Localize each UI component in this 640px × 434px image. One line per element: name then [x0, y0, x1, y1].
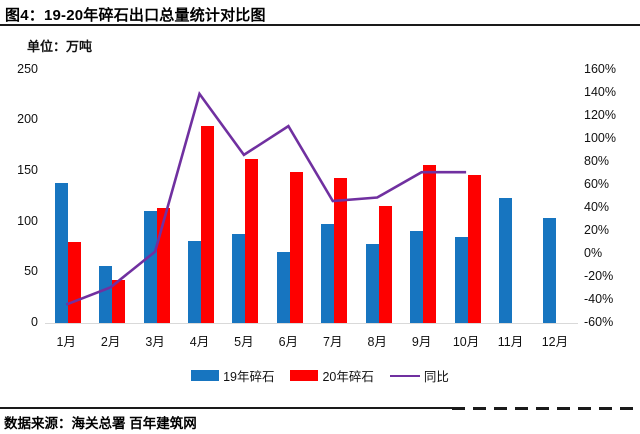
x-axis-label: 6月 [278, 335, 299, 349]
right-axis-tick: 80% [584, 153, 610, 168]
left-axis-tick: 100 [17, 213, 38, 228]
bar-2020 [423, 164, 437, 323]
x-axis-label: 10月 [452, 335, 480, 349]
legend-swatch-line [389, 374, 420, 377]
x-axis-label: 2月 [100, 335, 121, 349]
legend-label: 20年碎石 [322, 370, 374, 384]
legend-swatch-bar [290, 370, 319, 381]
bar-2019 [543, 217, 557, 323]
bar-2020 [289, 172, 303, 323]
bar-2019 [188, 240, 201, 323]
legend-item: 19年碎石 [191, 366, 274, 385]
x-axis-label: 11月 [497, 335, 524, 349]
right-axis-tick: 60% [584, 176, 610, 191]
legend-item: 20年碎石 [290, 366, 374, 385]
right-axis-tick: -20% [584, 268, 614, 283]
bar-2019 [365, 244, 379, 323]
x-axis-label: 9月 [411, 335, 432, 349]
right-axis-tick: 160% [584, 61, 616, 76]
bar-2019 [499, 198, 512, 323]
bar-2020 [467, 175, 481, 323]
right-axis-tick: 100% [584, 130, 616, 145]
bar-2020 [201, 126, 214, 323]
bar-2020 [378, 205, 392, 323]
left-axis-tick: 250 [17, 61, 38, 76]
bar-2019 [454, 236, 468, 323]
right-axis-tick: -60% [584, 315, 614, 329]
left-axis-tick: 150 [17, 163, 38, 178]
left-axis-tick: 0 [31, 315, 38, 329]
yoy-line [65, 90, 467, 306]
bar-2020 [245, 158, 259, 323]
left-axis-tick: 50 [24, 264, 38, 279]
right-axis-tick: 140% [584, 84, 616, 99]
watermark-fragments [452, 407, 640, 410]
legend-label: 同比 [423, 370, 449, 384]
bar-2019 [143, 210, 157, 323]
bar-2020 [334, 178, 348, 323]
x-axis-label: 5月 [234, 335, 254, 349]
right-axis-tick: 20% [584, 222, 610, 237]
bar-2019 [276, 252, 290, 323]
legend-swatch-bar [191, 370, 220, 381]
x-axis-label: 4月 [189, 335, 210, 349]
x-axis-label: 3月 [145, 335, 165, 349]
bar-2019 [54, 183, 68, 323]
bar-2019 [99, 266, 113, 323]
right-axis-tick: 40% [584, 199, 610, 214]
legend-label: 19年碎石 [223, 370, 275, 384]
x-axis-line [45, 323, 578, 324]
left-axis-tick: 200 [17, 112, 38, 127]
x-axis-label: 7月 [323, 335, 343, 349]
x-axis-label: 8月 [367, 335, 387, 349]
footer-divider [0, 407, 452, 409]
chart-title: 图4：19-20年碎石出口总量统计对比图 [5, 7, 266, 24]
legend: 19年碎石 20年碎石 同比 [0, 366, 640, 385]
bar-2020 [112, 280, 126, 323]
unit-label: 单位：万吨 [27, 39, 93, 54]
bar-2019 [410, 230, 424, 323]
right-axis-tick: 120% [584, 107, 616, 122]
data-source: 数据来源：海关总署 百年建筑网 [4, 416, 197, 431]
right-axis-tick: 0% [584, 245, 603, 260]
legend-item: 同比 [389, 366, 449, 385]
x-axis-label: 1月 [56, 335, 76, 349]
right-axis-tick: -40% [584, 291, 614, 306]
title-divider [0, 24, 640, 26]
bar-2019 [321, 223, 335, 323]
bar-2019 [232, 233, 246, 323]
x-axis-label: 12月 [541, 335, 569, 349]
